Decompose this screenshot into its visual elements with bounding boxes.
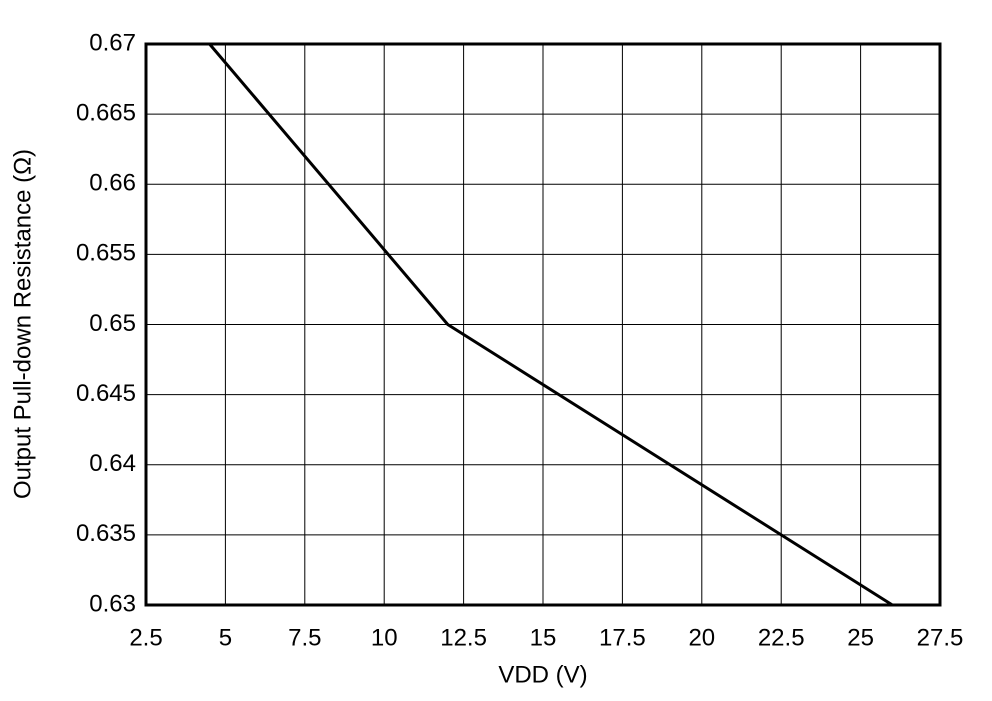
x-tick-label: 5 bbox=[219, 624, 232, 651]
x-tick-label: 12.5 bbox=[440, 624, 487, 651]
x-tick-label: 27.5 bbox=[917, 624, 964, 651]
plot-frame bbox=[144, 42, 942, 607]
data-line bbox=[208, 43, 894, 607]
x-tick-label: 17.5 bbox=[599, 624, 646, 651]
y-tick-label: 0.63 bbox=[89, 590, 136, 617]
x-tick-label: 25 bbox=[847, 624, 874, 651]
x-tick-label: 15 bbox=[530, 624, 557, 651]
x-tick-label: 20 bbox=[688, 624, 715, 651]
x-tick-label: 7.5 bbox=[288, 624, 321, 651]
x-tick-label: 22.5 bbox=[758, 624, 805, 651]
y-tick-label: 0.66 bbox=[89, 170, 136, 197]
y-axis-label: Output Pull-down Resistance (Ω) bbox=[9, 149, 36, 499]
y-tick-label: 0.645 bbox=[76, 380, 136, 407]
y-tick-label: 0.65 bbox=[89, 310, 136, 337]
x-axis-label: VDD (V) bbox=[498, 661, 587, 688]
y-tick-label: 0.655 bbox=[76, 240, 136, 267]
y-tick-label: 0.64 bbox=[89, 450, 136, 477]
y-tick-label: 0.635 bbox=[76, 520, 136, 547]
x-tick-label: 10 bbox=[371, 624, 398, 651]
y-tick-label: 0.67 bbox=[89, 29, 136, 56]
x-tick-label: 2.5 bbox=[129, 624, 162, 651]
y-tick-label: 0.665 bbox=[76, 99, 136, 126]
